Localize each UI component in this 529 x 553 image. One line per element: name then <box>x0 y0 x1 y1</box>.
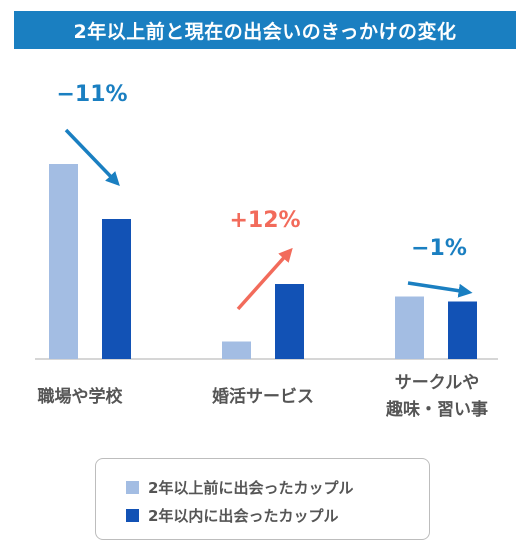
bar-series1-cat1 <box>275 284 304 359</box>
change-label-1: +12% <box>229 208 300 233</box>
category-label-2: サークルや 趣味・習い事 <box>386 373 488 420</box>
legend-label-recent: 2年以内に出会ったカップル <box>148 507 339 525</box>
change-label-2: −1% <box>411 236 467 261</box>
bar-series0-cat2 <box>395 296 424 359</box>
legend: 2年以上前に出会ったカップル 2年以内に出会ったカップル <box>95 458 430 540</box>
legend-label-previous: 2年以上前に出会ったカップル <box>148 479 354 497</box>
legend-swatch-recent <box>126 509 139 522</box>
bar-series0-cat0 <box>49 164 78 359</box>
bar-series1-cat0 <box>102 219 131 359</box>
legend-item-previous: 2年以上前に出会ったカップル <box>126 477 353 498</box>
chart-title: 2年以上前と現在の出会いのきっかけの変化 <box>14 11 516 49</box>
category-label-0: 職場や学校 <box>37 387 123 407</box>
change-arrow-2 <box>407 281 473 298</box>
change-arrow-1 <box>236 247 293 311</box>
legend-swatch-previous <box>126 481 139 494</box>
change-label-0: −11% <box>56 82 127 107</box>
category-label-1: 婚活サービス <box>212 387 314 407</box>
bar-series1-cat2 <box>448 301 477 359</box>
legend-item-recent: 2年以内に出会ったカップル <box>126 505 338 526</box>
bar-series0-cat1 <box>222 341 251 359</box>
change-arrow-0 <box>64 128 120 187</box>
